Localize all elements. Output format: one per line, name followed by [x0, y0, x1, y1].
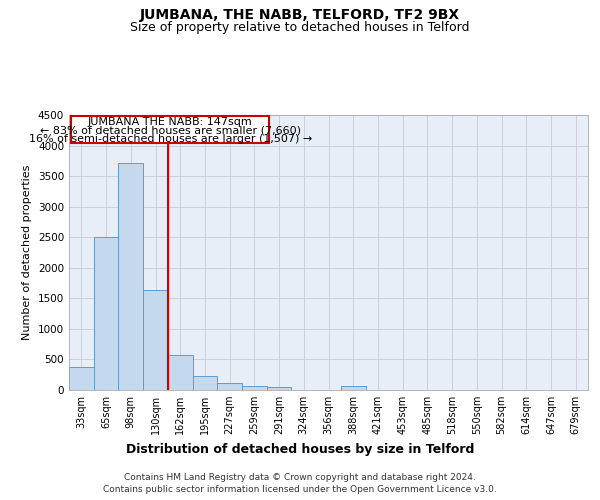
Text: JUMBANA, THE NABB, TELFORD, TF2 9BX: JUMBANA, THE NABB, TELFORD, TF2 9BX [140, 8, 460, 22]
Bar [193, 376, 217, 390]
Text: Contains public sector information licensed under the Open Government Licence v3: Contains public sector information licen… [103, 485, 497, 494]
Text: Contains HM Land Registry data © Crown copyright and database right 2024.: Contains HM Land Registry data © Crown c… [124, 472, 476, 482]
Text: JUMBANA THE NABB: 147sqm: JUMBANA THE NABB: 147sqm [88, 118, 253, 128]
Bar [267, 387, 292, 390]
Text: Size of property relative to detached houses in Telford: Size of property relative to detached ho… [130, 21, 470, 34]
Bar [94, 237, 118, 390]
Bar [143, 290, 168, 390]
Text: Distribution of detached houses by size in Telford: Distribution of detached houses by size … [126, 442, 474, 456]
Bar [118, 162, 143, 390]
Bar [341, 386, 365, 390]
Bar [69, 368, 94, 390]
Bar [71, 116, 269, 143]
Y-axis label: Number of detached properties: Number of detached properties [22, 165, 32, 340]
Bar [242, 386, 267, 390]
Bar [217, 384, 242, 390]
Text: 16% of semi-detached houses are larger (1,507) →: 16% of semi-detached houses are larger (… [29, 134, 312, 143]
Bar [168, 354, 193, 390]
Text: ← 83% of detached houses are smaller (7,660): ← 83% of detached houses are smaller (7,… [40, 126, 301, 136]
